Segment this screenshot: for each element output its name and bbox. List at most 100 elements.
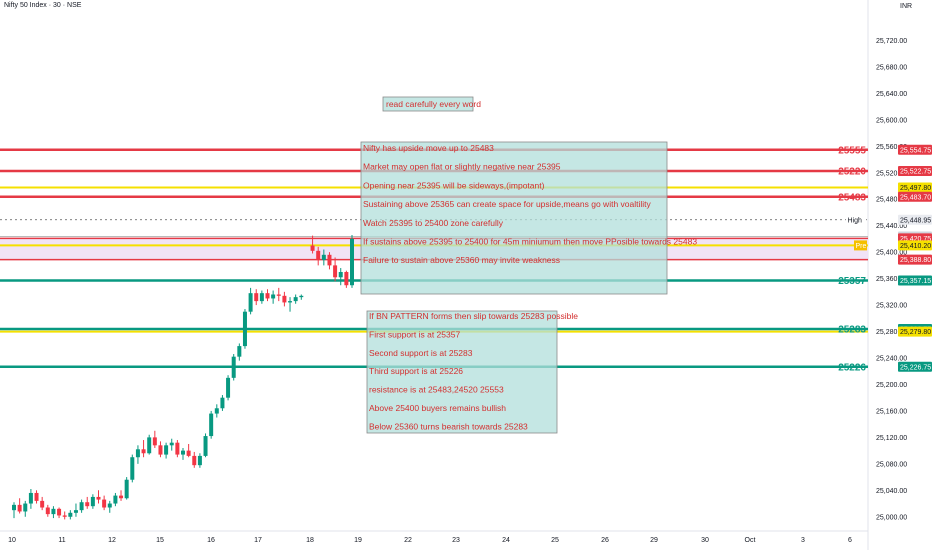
note-line: Market may open flat or slightly negativ… xyxy=(363,162,561,172)
candle-body xyxy=(169,442,174,446)
level-prefix: High xyxy=(848,217,863,224)
price-axis-tick: 25,160.00 xyxy=(876,408,907,415)
price-axis-tick: 25,480.00 xyxy=(876,197,907,204)
note-box-header: read carefully every word xyxy=(382,96,481,112)
level-prefix-bg xyxy=(846,214,866,225)
candle-body xyxy=(237,346,242,357)
candle-body xyxy=(40,500,45,508)
candle-body xyxy=(96,496,101,500)
note-line: Opening near 25395 will be sideways,(imp… xyxy=(363,180,545,190)
candle-body xyxy=(344,272,349,286)
candle-body xyxy=(28,492,33,504)
time-axis-tick: 25 xyxy=(551,537,559,544)
note-box-scenarios: Nifty has upside move up to 25483 Market … xyxy=(360,141,697,295)
price-tag: 25,497.80 xyxy=(900,185,931,192)
price-tag: 25,279.80 xyxy=(900,329,931,336)
price-tag: 25,420.75 xyxy=(900,236,931,243)
candle-body xyxy=(141,449,146,454)
price-axis-tick: 25,440.00 xyxy=(876,223,907,230)
candle-body xyxy=(90,496,95,507)
candle-body xyxy=(17,504,22,512)
candle-body xyxy=(68,512,73,517)
candle-body xyxy=(107,503,112,508)
candle-body xyxy=(310,245,315,251)
note-line: Sustaining above 25365 can create space … xyxy=(363,199,652,209)
currency-label[interactable]: INR xyxy=(900,3,913,10)
note-line: Failure to sustain above 25360 may invit… xyxy=(363,255,560,265)
candle-body xyxy=(23,503,28,512)
candle-body xyxy=(276,294,281,296)
candle-body xyxy=(45,507,50,515)
level-label: 25220 xyxy=(838,166,866,177)
note-line: Watch 25395 to 25400 zone carefully xyxy=(363,218,504,228)
price-axis-tick: 25,600.00 xyxy=(876,117,907,124)
note-box-levels-bg xyxy=(366,310,558,434)
price-axis-tick: 25,280.00 xyxy=(876,329,907,336)
price-tag: 25,554.75 xyxy=(900,147,931,154)
level-label: 25483 xyxy=(838,192,866,203)
price-tag: 25,410.20 xyxy=(900,243,931,250)
price-tag: 25,483.70 xyxy=(900,194,931,201)
candle-body xyxy=(158,445,163,455)
candle-body xyxy=(288,301,293,303)
note-header-text: read carefully every word xyxy=(386,99,481,109)
note-line: Above 25400 buyers remains bullish xyxy=(369,403,506,413)
time-axis-tick: 11 xyxy=(58,537,65,544)
time-axis-tick: 30 xyxy=(701,537,709,544)
price-axis-tick: 25,360.00 xyxy=(876,276,907,283)
time-axis-tick: 29 xyxy=(650,537,658,544)
note-line: Third support is at 25226 xyxy=(369,366,463,376)
price-axis-tick: 25,520.00 xyxy=(876,170,907,177)
price-axis-tick: 25,080.00 xyxy=(876,461,907,468)
price-axis-tick: 25,640.00 xyxy=(876,91,907,98)
level-label: 25555 xyxy=(838,145,866,156)
price-axis-tick: 25,200.00 xyxy=(876,382,907,389)
price-tag-bg xyxy=(898,144,932,155)
price-axis-tick: 25,120.00 xyxy=(876,435,907,442)
candle-body xyxy=(271,294,276,299)
candle-body xyxy=(350,238,354,286)
time-axis-tick: 24 xyxy=(502,537,510,544)
price-tag-bg xyxy=(898,165,932,176)
candle-body xyxy=(147,437,152,454)
candle-body xyxy=(197,455,202,466)
level-prefix-bg xyxy=(854,240,867,251)
price-tag-bg xyxy=(898,214,932,225)
price-tag-bg xyxy=(898,240,932,251)
note-box-levels: If BN PATTERN forms then slip towards 25… xyxy=(366,310,578,434)
note-box-header-bg xyxy=(382,96,474,112)
candle-body xyxy=(333,265,338,278)
level-prefix: Pre xyxy=(856,243,867,250)
price-tag: 25,522.75 xyxy=(900,168,931,175)
note-line: Below 25360 turns bearish towards 25283 xyxy=(369,421,528,431)
candle-body xyxy=(113,495,118,504)
candle-body xyxy=(316,250,321,261)
price-tag-bg xyxy=(898,361,932,372)
candle-body xyxy=(293,297,298,302)
price-tag: 25,226.75 xyxy=(900,364,931,371)
price-tag-bg xyxy=(898,275,932,286)
candle-body xyxy=(226,377,231,398)
candle-body xyxy=(220,397,225,409)
level-label: 25226 xyxy=(838,362,866,373)
candle-body xyxy=(102,499,107,508)
candle-body xyxy=(248,293,253,312)
candle-body xyxy=(130,457,135,480)
candle-body xyxy=(124,479,129,499)
price-tag-bg xyxy=(898,326,932,337)
candle-body xyxy=(259,293,264,302)
candle-body xyxy=(85,502,90,507)
note-line: resistance is at 25483,24520 25553 xyxy=(369,385,504,395)
candle-body xyxy=(265,293,270,299)
price-axis-tick: 25,240.00 xyxy=(876,356,907,363)
time-axis-tick: 12 xyxy=(108,537,116,544)
candle-body xyxy=(299,295,304,298)
candle-body xyxy=(57,508,62,516)
candle-body xyxy=(152,437,157,446)
note-line: Nifty has upside move up to 25483 xyxy=(363,143,494,153)
note-box-scenarios-bg xyxy=(360,141,668,295)
candle-body xyxy=(62,515,67,517)
candle-body xyxy=(119,495,124,499)
note-line: Second support is at 25283 xyxy=(369,348,473,358)
